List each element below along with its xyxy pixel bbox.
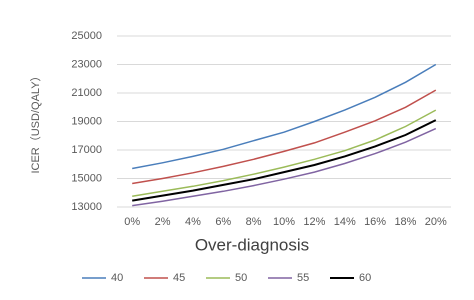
series-line bbox=[132, 89, 437, 185]
x-tick-label: 10% bbox=[273, 216, 295, 228]
x-tick-label: 4% bbox=[185, 216, 201, 228]
x-tick-label: 20% bbox=[425, 216, 447, 228]
y-tick-label: 21000 bbox=[71, 87, 102, 99]
y-tick-label: 23000 bbox=[71, 58, 102, 70]
legend-label: 45 bbox=[173, 272, 185, 284]
legend-label: 40 bbox=[111, 272, 123, 284]
y-tick-label: 19000 bbox=[71, 115, 102, 127]
legend-label: 60 bbox=[359, 272, 371, 284]
x-axis-label: Over-diagnosis bbox=[195, 235, 309, 254]
x-tick-label: 12% bbox=[303, 216, 325, 228]
series-line bbox=[132, 119, 437, 202]
x-tick-label: 0% bbox=[124, 216, 140, 228]
x-tick-label: 18% bbox=[394, 216, 416, 228]
series-line bbox=[132, 127, 437, 207]
x-tick-label: 6% bbox=[215, 216, 231, 228]
y-tick-label: 15000 bbox=[71, 172, 102, 184]
series-line bbox=[132, 63, 437, 170]
legend-label: 55 bbox=[297, 272, 309, 284]
y-tick-label: 17000 bbox=[71, 144, 102, 156]
x-tick-label: 8% bbox=[246, 216, 262, 228]
series-line bbox=[132, 109, 437, 198]
y-tick-label: 25000 bbox=[71, 30, 102, 42]
legend-label: 50 bbox=[235, 272, 247, 284]
y-tick-label: 13000 bbox=[71, 201, 102, 213]
x-tick-label: 2% bbox=[155, 216, 171, 228]
y-axis-label: ICER（USD/QALY） bbox=[29, 70, 42, 173]
x-tick-label: 14% bbox=[334, 216, 356, 228]
x-tick-label: 16% bbox=[364, 216, 386, 228]
